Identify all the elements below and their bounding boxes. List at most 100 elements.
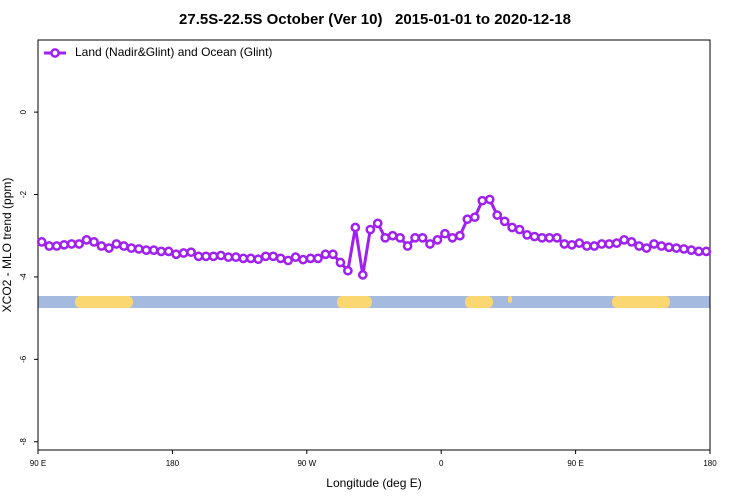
y-tick-label: -2	[19, 190, 28, 198]
x-tick-label: 180	[703, 459, 717, 468]
x-tick-label: 90 W	[297, 459, 316, 468]
data-point	[111, 239, 122, 249]
data-point	[626, 237, 637, 247]
x-axis-label: Longitude (deg E)	[326, 476, 421, 490]
data-point	[537, 232, 547, 243]
data-point	[186, 247, 196, 258]
data-point	[313, 253, 323, 264]
data-point	[238, 253, 249, 264]
x-tick-label: 90 E	[567, 459, 583, 468]
data-point	[581, 241, 592, 251]
data-point	[596, 239, 607, 249]
land-band	[465, 296, 493, 308]
data-point	[619, 234, 629, 245]
data-point	[701, 246, 712, 257]
legend-label: Land (Nadir&Glint) and Ocean (Glint)	[75, 45, 272, 59]
data-point	[216, 250, 226, 261]
data-point	[268, 251, 279, 262]
data-point	[81, 234, 92, 245]
data-point	[440, 228, 450, 239]
data-point	[417, 232, 428, 243]
data-point	[611, 238, 622, 248]
data-point	[290, 252, 301, 263]
data-point	[664, 242, 674, 253]
data-point	[693, 246, 704, 257]
data-point	[477, 195, 488, 206]
data-point	[634, 241, 644, 251]
data-point	[133, 244, 144, 254]
x-tick-label: 180	[166, 459, 180, 468]
data-point	[671, 243, 682, 253]
data-point	[283, 255, 293, 266]
data-point	[484, 194, 495, 205]
data-point	[402, 241, 413, 251]
land-band	[508, 296, 512, 303]
data-point	[275, 253, 286, 264]
ocean-band	[38, 296, 710, 308]
data-point	[387, 230, 398, 241]
data-point	[141, 245, 152, 256]
data-point	[305, 253, 316, 264]
data-point	[410, 232, 420, 243]
data-point	[544, 232, 555, 243]
data-point	[656, 241, 667, 251]
data-point	[679, 244, 689, 254]
data-point	[395, 232, 405, 243]
data-point	[455, 230, 465, 241]
data-point	[469, 212, 480, 223]
data-point	[201, 251, 211, 262]
data-point	[507, 222, 517, 233]
x-tick-label: 90 E	[30, 459, 46, 468]
data-point	[36, 237, 47, 247]
chart-title: 27.5S-22.5S October (Ver 10) 2015-01-01 …	[179, 11, 571, 28]
data-point	[66, 239, 77, 249]
data-point	[104, 243, 114, 253]
y-tick-label: -4	[19, 273, 28, 281]
data-point	[522, 230, 532, 240]
data-point	[372, 218, 383, 229]
series-line	[41, 197, 707, 276]
data-point	[641, 243, 652, 253]
data-point	[223, 252, 234, 263]
data-point	[74, 239, 84, 249]
data-point	[499, 216, 510, 227]
data-point	[126, 243, 137, 253]
data-point	[350, 222, 361, 233]
data-point	[231, 252, 241, 263]
data-point	[559, 239, 570, 249]
data-point	[59, 239, 69, 250]
data-point	[492, 210, 503, 220]
land-band	[337, 296, 372, 308]
land-band	[75, 296, 133, 308]
data-point	[178, 248, 189, 258]
data-point	[298, 254, 308, 265]
data-point	[328, 249, 338, 260]
data-point	[567, 239, 577, 250]
y-axis-label: XCO2 - MLO trend (ppm)	[0, 178, 14, 313]
data-point	[425, 239, 435, 249]
data-point	[686, 245, 697, 256]
data-point	[260, 251, 271, 262]
data-point	[574, 238, 585, 248]
x-tick-label: 0	[439, 459, 444, 468]
data-point	[343, 265, 353, 276]
data-point	[193, 251, 204, 262]
data-point	[208, 251, 219, 262]
data-point	[462, 214, 473, 225]
land-ocean-strip	[38, 296, 710, 308]
data-point	[148, 245, 159, 256]
data-point	[589, 241, 600, 251]
data-point	[335, 257, 346, 268]
y-tick-label: 0	[19, 109, 28, 114]
data-point	[552, 232, 562, 243]
data-point	[432, 234, 443, 245]
data-point	[163, 246, 174, 257]
legend-marker	[50, 48, 60, 58]
data-point	[529, 231, 540, 242]
data-point	[51, 241, 62, 251]
data-point	[514, 224, 525, 235]
data-point	[320, 249, 331, 260]
data-point	[89, 237, 99, 247]
